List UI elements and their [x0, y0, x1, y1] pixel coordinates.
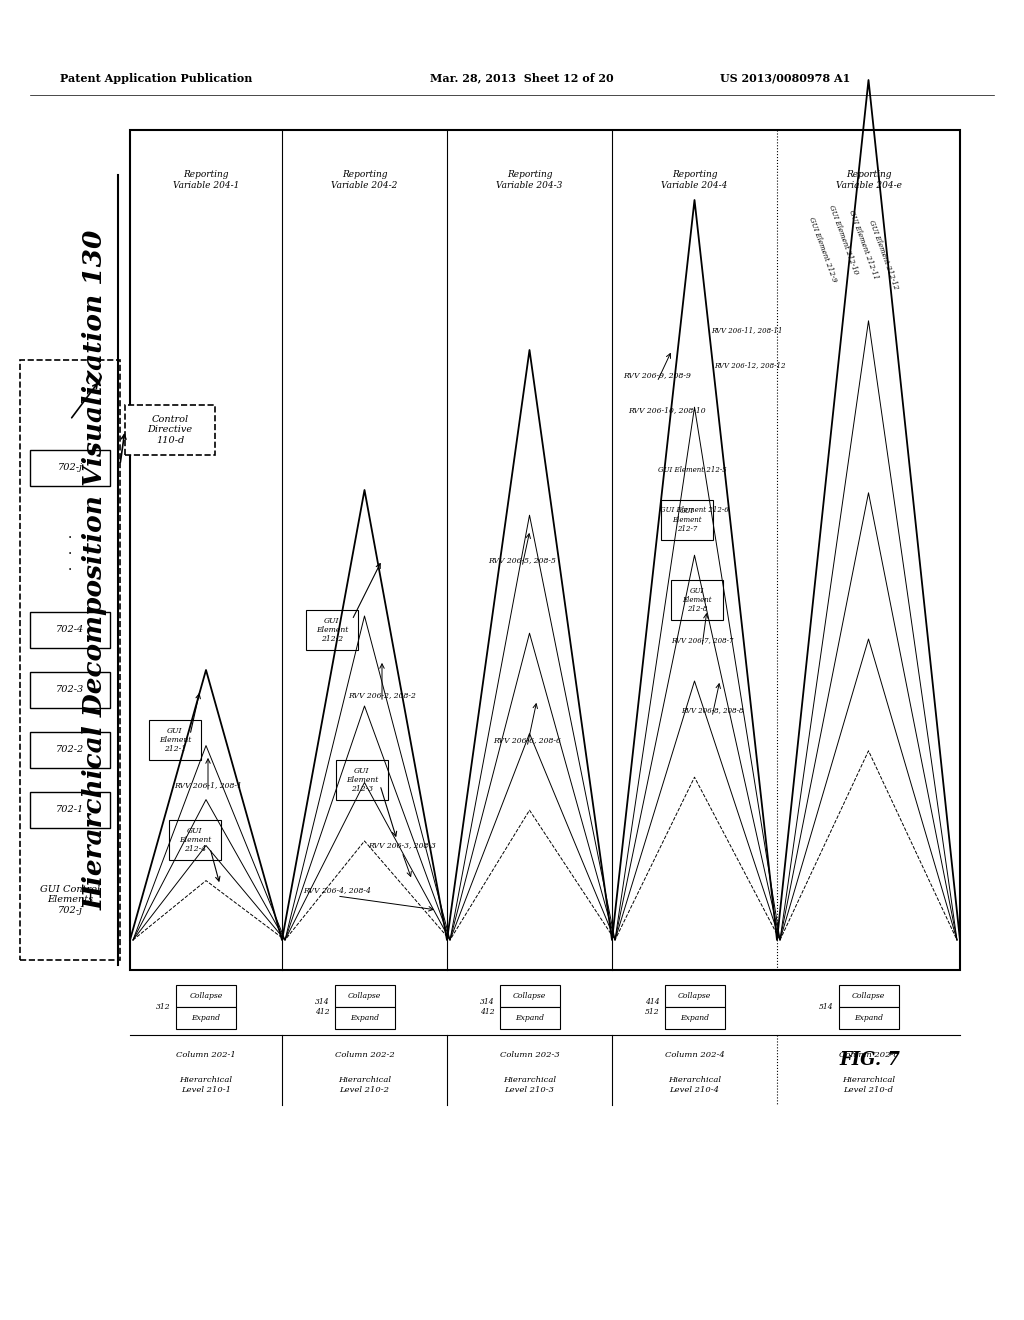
Text: 312: 312	[157, 1003, 171, 1011]
FancyBboxPatch shape	[335, 1007, 394, 1030]
FancyBboxPatch shape	[30, 733, 110, 768]
Text: GUI Element 212-5: GUI Element 212-5	[657, 466, 726, 474]
Text: Collapse: Collapse	[678, 993, 711, 1001]
FancyBboxPatch shape	[30, 450, 110, 486]
Text: Control
Directive
110-d: Control Directive 110-d	[147, 414, 193, 445]
FancyBboxPatch shape	[500, 1007, 559, 1030]
Text: RVV 206-6, 208-6: RVV 206-6, 208-6	[494, 737, 561, 744]
FancyBboxPatch shape	[150, 719, 201, 760]
Text: Hierarchical
Level 210-d: Hierarchical Level 210-d	[842, 1076, 895, 1093]
FancyBboxPatch shape	[30, 672, 110, 708]
Text: Collapse: Collapse	[852, 993, 885, 1001]
Text: RVV 206-1, 208-1: RVV 206-1, 208-1	[174, 781, 242, 789]
Text: Column 202-1: Column 202-1	[176, 1051, 236, 1059]
Text: GUI
Element
212-3: GUI Element 212-3	[346, 767, 378, 793]
Text: GUI
Element
212-7: GUI Element 212-7	[672, 507, 701, 533]
FancyBboxPatch shape	[665, 985, 725, 1007]
Text: GUI Element 212-9: GUI Element 212-9	[807, 216, 838, 284]
Text: Hierarchical
Level 210-3: Hierarchical Level 210-3	[503, 1076, 556, 1093]
FancyBboxPatch shape	[169, 820, 221, 861]
Text: Expand: Expand	[680, 1014, 709, 1022]
Text: GUI
Element
212-4: GUI Element 212-4	[179, 826, 211, 853]
FancyBboxPatch shape	[671, 579, 723, 620]
Text: RVV 206-3, 208-3: RVV 206-3, 208-3	[368, 841, 436, 849]
Text: Reporting
Variable 204-2: Reporting Variable 204-2	[332, 170, 397, 190]
Text: Collapse: Collapse	[513, 993, 546, 1001]
Text: GUI Element 212-11: GUI Element 212-11	[847, 209, 880, 281]
Text: RVV 206-4, 208-4: RVV 206-4, 208-4	[303, 886, 371, 894]
Text: Hierarchical
Level 210-2: Hierarchical Level 210-2	[338, 1076, 391, 1093]
Text: FIG. 7: FIG. 7	[840, 1051, 900, 1069]
Text: RVV 206-5, 208-5: RVV 206-5, 208-5	[488, 556, 556, 564]
FancyBboxPatch shape	[125, 405, 215, 455]
Text: GUI Element 212-6: GUI Element 212-6	[659, 506, 728, 513]
Text: GUI
Element
212-8: GUI Element 212-8	[682, 587, 712, 614]
Text: Reporting
Variable 204-3: Reporting Variable 204-3	[497, 170, 562, 190]
Text: Collapse: Collapse	[189, 993, 222, 1001]
Text: .
.
.: . . .	[68, 527, 72, 573]
Text: RVV 206-2, 208-2: RVV 206-2, 208-2	[348, 690, 416, 700]
Text: Expand: Expand	[515, 1014, 544, 1022]
FancyBboxPatch shape	[176, 985, 236, 1007]
FancyBboxPatch shape	[500, 985, 559, 1007]
Text: Column 202-3: Column 202-3	[500, 1051, 559, 1059]
Text: Column 202-c: Column 202-c	[839, 1051, 898, 1059]
Text: Column 202-4: Column 202-4	[665, 1051, 724, 1059]
Text: 702-2: 702-2	[56, 746, 84, 755]
FancyBboxPatch shape	[176, 1007, 236, 1030]
Text: RVV 206-12, 208-12: RVV 206-12, 208-12	[715, 360, 785, 370]
FancyBboxPatch shape	[30, 792, 110, 828]
FancyBboxPatch shape	[130, 129, 961, 970]
Text: Hierarchical
Level 210-4: Hierarchical Level 210-4	[668, 1076, 721, 1093]
FancyBboxPatch shape	[839, 985, 898, 1007]
FancyBboxPatch shape	[20, 360, 120, 960]
Text: RVV 206-10, 208-10: RVV 206-10, 208-10	[628, 407, 706, 414]
Text: RVV 206-11, 208-11: RVV 206-11, 208-11	[712, 326, 782, 334]
FancyBboxPatch shape	[839, 1007, 898, 1030]
Text: GUI Control
Elements
702-j: GUI Control Elements 702-j	[40, 886, 100, 915]
Text: GUI Element 212-12: GUI Element 212-12	[867, 219, 899, 290]
Text: RVV 206-7, 208-7: RVV 206-7, 208-7	[671, 636, 733, 644]
Text: 414
512: 414 512	[645, 998, 659, 1015]
Text: 702-1: 702-1	[56, 805, 84, 814]
Text: Hierarchical Decomposition Visualization 130: Hierarchical Decomposition Visualization…	[83, 230, 108, 911]
Text: 702-3: 702-3	[56, 685, 84, 694]
Text: 314
412: 314 412	[480, 998, 495, 1015]
Text: US 2013/0080978 A1: US 2013/0080978 A1	[720, 73, 850, 83]
Text: 702-j: 702-j	[57, 463, 83, 473]
Text: Mar. 28, 2013  Sheet 12 of 20: Mar. 28, 2013 Sheet 12 of 20	[430, 73, 613, 83]
FancyBboxPatch shape	[335, 985, 394, 1007]
FancyBboxPatch shape	[30, 612, 110, 648]
Text: GUI
Element
212-2: GUI Element 212-2	[315, 616, 348, 643]
FancyBboxPatch shape	[665, 1007, 725, 1030]
Text: Expand: Expand	[350, 1014, 379, 1022]
Text: Reporting
Variable 204-4: Reporting Variable 204-4	[662, 170, 728, 190]
Text: Column 202-2: Column 202-2	[335, 1051, 394, 1059]
Text: RVV 206-9, 208-9: RVV 206-9, 208-9	[623, 371, 691, 379]
FancyBboxPatch shape	[662, 500, 713, 540]
Text: Collapse: Collapse	[348, 993, 381, 1001]
Text: Reporting
Variable 204-1: Reporting Variable 204-1	[173, 170, 240, 190]
Text: Expand: Expand	[191, 1014, 220, 1022]
FancyBboxPatch shape	[336, 760, 388, 800]
Text: GUI
Element
212-1: GUI Element 212-1	[159, 727, 191, 754]
Text: Reporting
Variable 204-e: Reporting Variable 204-e	[836, 170, 901, 190]
Text: Expand: Expand	[854, 1014, 883, 1022]
Text: Hierarchical
Level 210-1: Hierarchical Level 210-1	[179, 1076, 232, 1093]
Text: GUI Element 212-10: GUI Element 212-10	[827, 205, 859, 276]
Text: 514: 514	[819, 1003, 834, 1011]
FancyBboxPatch shape	[306, 610, 358, 649]
Text: RVV 206-8, 208-8: RVV 206-8, 208-8	[681, 706, 743, 714]
Text: 314
412: 314 412	[314, 998, 330, 1015]
Text: 702-4: 702-4	[56, 626, 84, 635]
Text: Patent Application Publication: Patent Application Publication	[60, 73, 252, 83]
